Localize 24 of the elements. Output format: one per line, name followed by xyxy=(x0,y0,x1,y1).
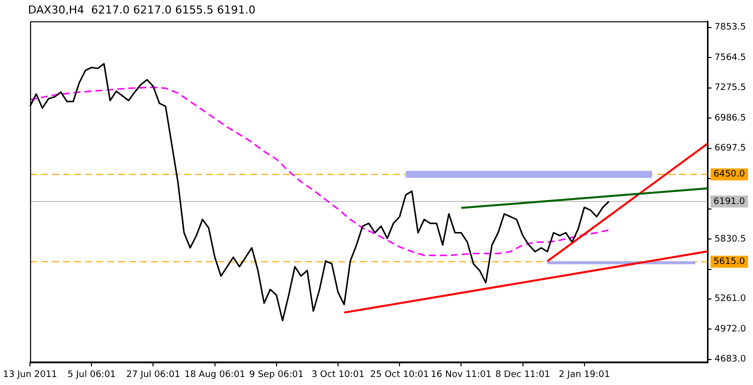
x-tick-label: 25 Oct 10:01 xyxy=(370,370,429,380)
x-tick-label: 27 Jul 06:01 xyxy=(126,370,180,380)
ref-line-label: 5615.0 xyxy=(714,257,746,268)
x-tick-label: 16 Nov 11:01 xyxy=(430,370,492,380)
ref-line-label: 6450.0 xyxy=(714,170,746,180)
y-tick-label: 5830.5 xyxy=(714,234,746,245)
y-tick-label: 5261.0 xyxy=(714,294,746,304)
y-tick-label: 6697.5 xyxy=(714,144,746,154)
x-tick-label: 3 Oct 10:01 xyxy=(312,370,364,380)
y-tick-label: 6986.5 xyxy=(714,113,746,124)
chart-title: DAX30,H4 6217.0 6217.0 6155.5 6191.0 xyxy=(28,3,256,16)
x-tick-label: 9 Sep 06:01 xyxy=(249,370,304,380)
x-tick-label: 13 Jun 2011 xyxy=(3,370,58,380)
y-tick-label: 7275.5 xyxy=(714,83,746,94)
x-tick-label: 2 Jan 19:01 xyxy=(558,370,610,380)
x-tick-label: 18 Aug 06:01 xyxy=(184,370,246,380)
y-tick-label: 4683.0 xyxy=(714,354,746,365)
x-tick-label: 8 Dec 11:01 xyxy=(495,370,550,380)
y-tick-label: 7853.5 xyxy=(714,22,746,33)
y-tick-label: 7564.5 xyxy=(714,52,746,63)
ref-line-label: 6191.0 xyxy=(714,196,746,207)
x-tick-label: 5 Jul 06:01 xyxy=(68,370,116,380)
line-series xyxy=(29,86,610,256)
y-tick-label: 4972.0 xyxy=(714,324,746,334)
